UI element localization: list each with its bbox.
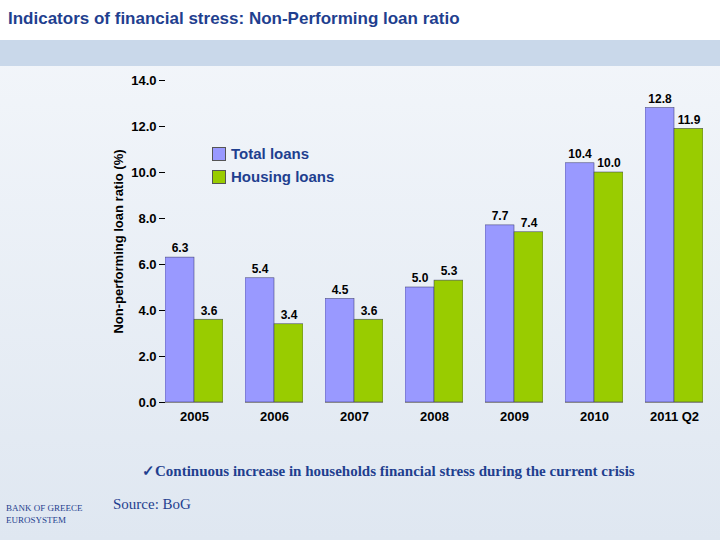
svg-text:7.4: 7.4	[521, 216, 538, 230]
svg-text:5.4: 5.4	[252, 262, 269, 276]
svg-text:6.0: 6.0	[138, 257, 156, 272]
svg-text:0.0: 0.0	[138, 395, 156, 410]
svg-text:3.6: 3.6	[201, 304, 218, 318]
svg-text:10.4: 10.4	[568, 147, 592, 161]
svg-text:2010: 2010	[580, 409, 609, 424]
svg-text:2006: 2006	[260, 409, 289, 424]
svg-text:10.0: 10.0	[131, 165, 156, 180]
svg-text:2.0: 2.0	[138, 349, 156, 364]
svg-text:4.5: 4.5	[332, 283, 349, 297]
svg-text:6.3: 6.3	[172, 241, 189, 255]
svg-text:3.6: 3.6	[361, 304, 378, 318]
svg-text:14.0: 14.0	[131, 73, 156, 88]
html-text:✓Continuous increase in househ: ✓Continuous increase in households finan…	[142, 463, 635, 479]
svg-text:2005: 2005	[180, 409, 209, 424]
html-text:Indicators of financial stress: Indicators of financial stress: Non-Perf…	[8, 9, 460, 28]
html-text:Housing loans: Housing loans	[231, 168, 335, 185]
svg-text:12.0: 12.0	[131, 119, 156, 134]
svg-text:5.3: 5.3	[441, 264, 458, 278]
svg-text:12.8: 12.8	[648, 92, 672, 106]
svg-text:10.0: 10.0	[597, 156, 621, 170]
svg-text:2009: 2009	[500, 409, 529, 424]
svg-text:2011 Q2: 2011 Q2	[650, 409, 699, 424]
html-text:Source: BoG: Source: BoG	[113, 496, 191, 512]
html-text:EUROSYSTEM: EUROSYSTEM	[6, 515, 66, 525]
svg-text:11.9: 11.9	[678, 113, 701, 127]
svg-text:7.7: 7.7	[492, 209, 509, 223]
html-text:BANK OF GREECE: BANK OF GREECE	[6, 503, 83, 513]
svg-text:5.0: 5.0	[412, 271, 429, 285]
svg-text:8.0: 8.0	[138, 211, 156, 226]
svg-text:Non-performing loan ratio (%): Non-performing loan ratio (%)	[111, 149, 126, 333]
html-text:Total loans: Total loans	[231, 145, 310, 162]
svg-text:4.0: 4.0	[138, 303, 156, 318]
svg-text:2007: 2007	[340, 409, 369, 424]
svg-text:2008: 2008	[420, 409, 449, 424]
svg-text:3.4: 3.4	[281, 308, 298, 322]
